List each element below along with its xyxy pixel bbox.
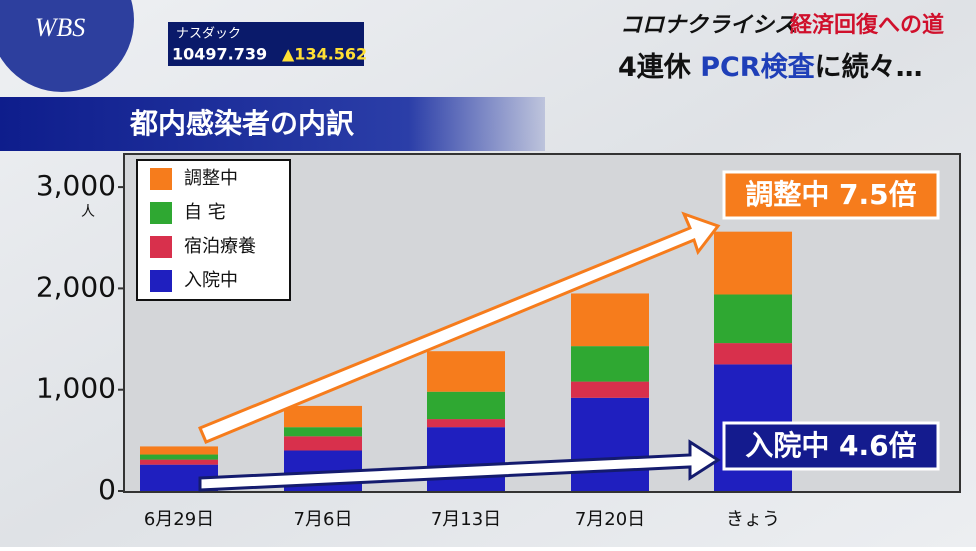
y-tick-label: 2,000	[36, 270, 116, 303]
series-title: コロナクライシス	[620, 13, 796, 38]
ticker-bg	[168, 22, 364, 66]
bar-segment	[427, 419, 505, 428]
chart-title: 都内感染者の内訳	[129, 107, 355, 140]
annotation-box	[722, 421, 940, 471]
legend-swatch	[150, 168, 172, 190]
annotation: 入院中 4.6倍	[745, 429, 916, 462]
y-tick-label: 3,000	[36, 169, 116, 202]
annotation-box	[722, 170, 940, 220]
bar-segment	[571, 381, 649, 398]
bar-segment	[284, 405, 362, 428]
title-band	[0, 97, 545, 151]
bar-segment	[427, 351, 505, 392]
theme: 経済回復への道	[790, 12, 944, 38]
legend-label: 自 宅	[184, 202, 226, 223]
bar-segment	[284, 427, 362, 437]
arrow	[198, 439, 721, 492]
bar-segment	[571, 397, 649, 491]
bar-segment	[571, 346, 649, 382]
bar-segment	[427, 391, 505, 420]
x-tick-label: 7月13日	[431, 509, 501, 530]
headline-part: に続々…	[815, 52, 923, 83]
y-tick-label: 1,000	[36, 372, 116, 405]
y-tick-label: 0	[98, 473, 116, 506]
x-tick-label: 7月6日	[294, 509, 353, 530]
arrow-orange	[198, 211, 721, 492]
headline-part: 4連休	[618, 52, 700, 83]
headline: 4連休 PCR検査に続々…	[618, 52, 923, 83]
headline-part: PCR検査	[700, 52, 814, 83]
x-tick-label: 7月20日	[575, 509, 645, 530]
ticker-value: 10497.739	[172, 45, 267, 64]
legend-label: 入院中	[184, 270, 238, 291]
legend-swatch	[150, 270, 172, 292]
legend-swatch	[150, 236, 172, 258]
bar-segment	[140, 446, 218, 455]
logo-bg	[0, 0, 134, 92]
annotation: 調整中 7.5倍	[745, 178, 916, 211]
bar-segment	[571, 293, 649, 347]
bar-segment	[284, 436, 362, 451]
bar-segment	[140, 454, 218, 460]
legend-swatch	[150, 202, 172, 224]
bar-segment	[714, 231, 792, 295]
x-tick-label: 6月29日	[144, 509, 214, 530]
bar-segment	[140, 459, 218, 465]
legend-label: 宿泊療養	[184, 236, 256, 257]
arrow	[198, 211, 721, 444]
legend-label: 調整中	[184, 168, 238, 189]
bar-segment	[714, 294, 792, 344]
y-unit: 人	[81, 204, 95, 220]
bar-segment	[714, 343, 792, 365]
bar-segment	[427, 427, 505, 491]
x-tick-label: きょう	[726, 509, 780, 530]
logo: WBS	[35, 13, 86, 42]
ticker-change: ▲134.562	[282, 45, 367, 64]
ticker-name: ナスダック	[176, 27, 241, 42]
